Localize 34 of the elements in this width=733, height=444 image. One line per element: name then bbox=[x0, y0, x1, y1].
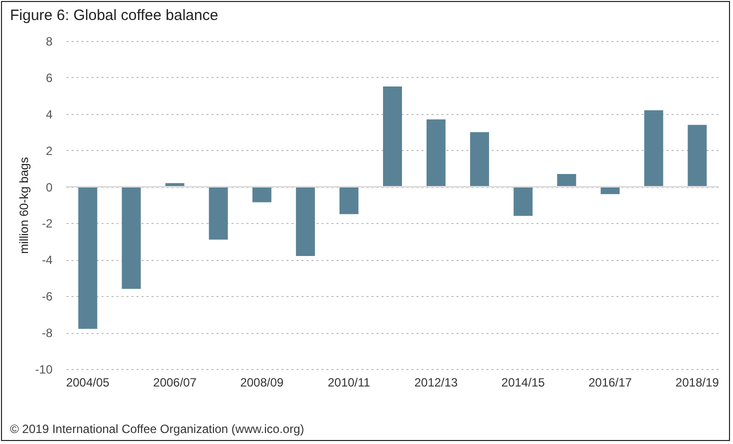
bar bbox=[339, 186, 358, 214]
y-axis-title: million 60-kg bags bbox=[17, 157, 32, 254]
bar bbox=[426, 119, 446, 187]
bar bbox=[557, 174, 576, 187]
bar bbox=[514, 186, 533, 216]
bar bbox=[252, 186, 272, 202]
y-tick-label: -4 bbox=[42, 253, 53, 268]
text: © 2019 International Coffee Organization (www.ico.org) bbox=[10, 422, 304, 436]
y-tick-label: 8 bbox=[46, 34, 53, 48]
bar bbox=[644, 110, 664, 187]
x-tick-label: 2008/09 bbox=[240, 376, 284, 390]
bar bbox=[296, 186, 315, 256]
x-tick-label: 2016/17 bbox=[588, 376, 632, 390]
chart-title: Figure 6: Global coffee balance bbox=[10, 7, 218, 24]
y-tick-label: -2 bbox=[42, 216, 53, 231]
x-tick-label: 2012/13 bbox=[414, 376, 458, 390]
y-tick-label: -10 bbox=[35, 362, 53, 376]
bar bbox=[470, 132, 490, 187]
x-tick-label: 2018/19 bbox=[676, 376, 720, 390]
x-tick-label: 2004/05 bbox=[66, 376, 110, 390]
y-tick-label: -6 bbox=[42, 290, 53, 304]
y-tick-label: 2 bbox=[46, 144, 53, 158]
bar bbox=[78, 186, 98, 329]
y-tick-label: 4 bbox=[46, 107, 53, 122]
x-tick-label: 2014/15 bbox=[501, 376, 546, 390]
y-tick-label: -8 bbox=[42, 326, 53, 340]
x-tick-label: 2006/07 bbox=[153, 376, 197, 390]
x-tick-label: 2010/11 bbox=[328, 376, 371, 390]
bar bbox=[688, 124, 707, 187]
bar bbox=[122, 186, 141, 289]
bar bbox=[208, 186, 228, 240]
y-tick-label: 0 bbox=[46, 180, 53, 194]
y-tick-label: 6 bbox=[46, 70, 53, 85]
bar bbox=[383, 86, 402, 187]
